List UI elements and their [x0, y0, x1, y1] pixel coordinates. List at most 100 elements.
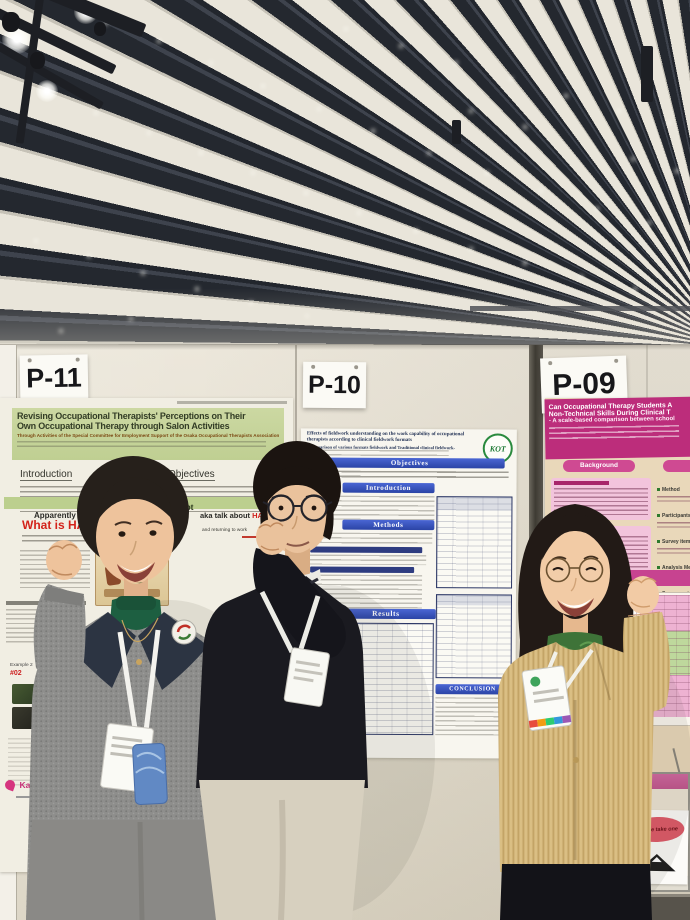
kansai-logo: Kansai — [3, 776, 50, 798]
stage-light-fixture — [94, 22, 106, 36]
p11-green-callout — [179, 658, 219, 714]
board-seam — [646, 345, 648, 415]
p11-illustration — [95, 546, 169, 606]
p11-talk-about-line: aka talk about HATAR — [200, 511, 277, 520]
text-placeholder — [185, 667, 213, 703]
p10-right-column: CONCLUSION — [435, 484, 513, 736]
p11-title-line1: Revising Occupational Therapists' Percep… — [17, 411, 246, 421]
p11-green-callout — [186, 755, 216, 810]
text-placeholder — [305, 574, 423, 610]
holder-pink-bar — [618, 774, 688, 789]
p09-table-left — [553, 599, 637, 719]
take-one-oval: Please take one — [629, 816, 685, 843]
p11-objectives-heading: Objectives — [168, 469, 215, 481]
p09-table-right — [640, 595, 690, 721]
wall-top-shadow — [0, 344, 690, 350]
bullet-label: Survey items — [662, 539, 690, 545]
text-placeholder — [306, 532, 433, 546]
board-seam — [295, 345, 297, 875]
p10-conclusion-text: CONCLUSION — [449, 686, 496, 693]
p09-header: Can Occupational Therapy Students A Non-… — [544, 396, 690, 460]
p09-band-fragment: ills — [555, 573, 567, 583]
take-free-sign: TAKE FREE — [166, 857, 246, 916]
p09-skills-band: ills — [547, 570, 690, 586]
p10-intro-bar: Introduction — [342, 482, 435, 494]
table-green-rows — [640, 631, 690, 675]
p11-intro-heading: Introduction — [20, 469, 73, 481]
bullet-label: Method — [662, 487, 680, 493]
fuji-snowcap-icon — [651, 856, 662, 863]
holder-frame: Please take one — [616, 772, 690, 892]
box-heading-placeholder — [554, 481, 609, 485]
table-header — [436, 595, 511, 606]
text-placeholder — [435, 697, 510, 736]
bullet-label: Participants — [662, 513, 690, 519]
p11-apparently-line: Apparently all occupa — [34, 511, 118, 520]
text-placeholder — [16, 796, 50, 798]
box-heading-placeholder — [554, 529, 616, 533]
stage-light-fixture — [30, 52, 45, 69]
ceiling-spotlights — [0, 0, 2, 2]
text-placeholder — [657, 522, 690, 530]
illustration-table — [104, 589, 160, 597]
text-placeholder — [6, 609, 82, 643]
p11-section-heading-placeholder — [6, 601, 86, 605]
p09-tables-area — [549, 592, 690, 726]
p11-what-is-line: What is HATARAKU — [22, 518, 135, 532]
text-placeholder — [554, 488, 648, 516]
take-one-text: Please take one — [636, 825, 679, 834]
p09-title-line3: - A scale-based comparison between schoo… — [548, 416, 675, 425]
p10-subheading-bar — [310, 546, 423, 554]
text-placeholder — [20, 550, 90, 588]
p09-bullet-item: Method — [657, 478, 690, 504]
board-label-p11: P-11 — [19, 354, 89, 403]
p11-example-label: Example 2 — [10, 663, 33, 668]
poster-p10: Effects of fieldwork understanding on th… — [299, 428, 517, 759]
p10-title: Effects of fieldwork understanding on th… — [307, 431, 485, 450]
text-placeholder — [306, 495, 435, 521]
illustration-figure — [104, 564, 122, 586]
hanging-fixture — [452, 120, 461, 144]
p10-authors-placeholder — [308, 449, 449, 458]
hanging-fixture — [641, 46, 653, 102]
p10-methods-text: Methods — [373, 520, 404, 529]
text-placeholder — [22, 535, 172, 544]
p11-talk-about-text: aka talk about — [200, 511, 253, 520]
p11-subtitle: Through Activities of the Special Commit… — [17, 433, 279, 438]
p10-objectives-bar: Objectives — [314, 457, 505, 469]
p09-pink-box — [551, 478, 651, 520]
take-free-line2: FREE — [187, 877, 224, 895]
p10-intro-text: Introduction — [365, 483, 412, 493]
p10-left-column: Introduction Methods Results — [301, 482, 436, 736]
kansai-logo-text: Kansai — [19, 779, 48, 790]
bottom-shelf — [620, 894, 690, 920]
p10-conclusion-bar: CONCLUSION — [435, 684, 510, 695]
table-pink-rows — [640, 595, 690, 631]
p10-results-bar: Results — [335, 608, 436, 620]
p10-results-table — [315, 622, 434, 736]
kansai-swoosh-icon — [3, 778, 17, 792]
take-one-card: Please take one — [625, 809, 689, 885]
board-label-p11-text: P-11 — [25, 362, 83, 394]
p09-background-pill: Background — [563, 460, 635, 472]
board-label-p10: P-10 — [302, 361, 367, 409]
p09-background-text: Background — [580, 462, 618, 469]
p11-photo-thumbnail — [12, 707, 40, 729]
table-pink-rows — [640, 675, 690, 717]
p11-returning-line: and returning to work — [202, 528, 248, 533]
text-placeholder — [306, 554, 427, 566]
p11-photo-thumbnail — [12, 684, 40, 704]
p10-table-2 — [435, 594, 512, 679]
p11-concept-band: Concept — [4, 497, 289, 512]
p11-concept-text: Concept — [159, 502, 194, 512]
text-placeholder — [308, 470, 509, 481]
table-header — [437, 497, 512, 511]
ceiling-lamp — [36, 80, 58, 102]
p11-red-underline — [242, 536, 276, 538]
bubble-tail — [180, 900, 196, 916]
p09-right-pill — [663, 460, 690, 472]
p09-bullet-item: Participants — [657, 504, 690, 530]
illustration-figure — [128, 560, 148, 584]
ceiling-haze — [0, 288, 690, 348]
